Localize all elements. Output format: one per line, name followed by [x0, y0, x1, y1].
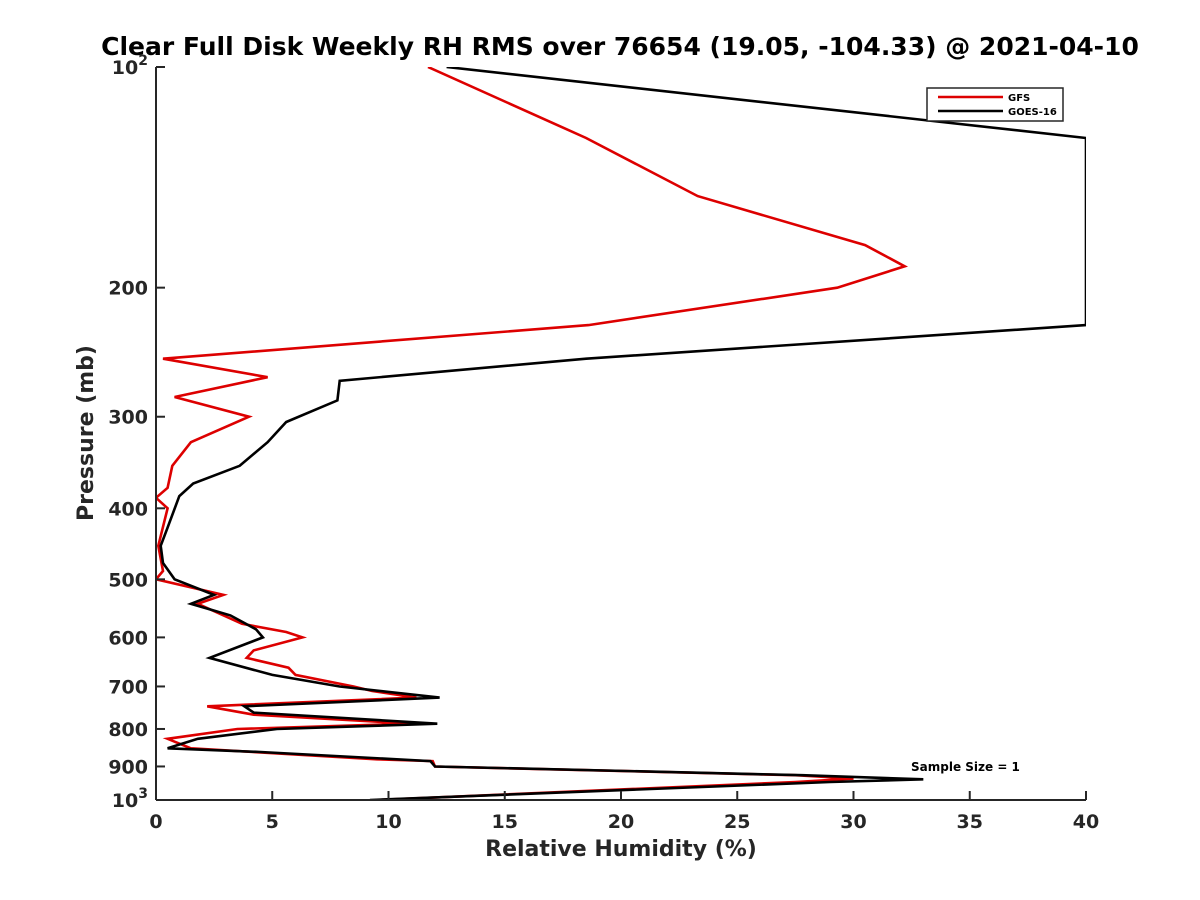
y-tick-label: 900 [108, 756, 148, 778]
x-tick-label: 40 [1073, 811, 1099, 833]
legend-box [926, 87, 1064, 122]
x-tick-label: 0 [149, 811, 162, 833]
x-tick-label: 30 [840, 811, 866, 833]
x-axis-ticks: 0 5 10 15 20 25 30 35 40 [149, 791, 1099, 833]
x-axis-label: Relative Humidity (%) [485, 837, 757, 862]
y-tick-label: 800 [108, 719, 148, 741]
x-tick-label: 5 [266, 811, 279, 833]
x-tick-label: 35 [957, 811, 983, 833]
sample-size-annotation: Sample Size = 1 [911, 760, 1020, 774]
legend: GFS GOES-16 [926, 87, 1064, 122]
series-line-goes16 [159, 67, 1086, 800]
y-tick-label: 102 [112, 53, 148, 79]
x-tick-label: 25 [724, 811, 750, 833]
y-axis-label: Pressure (mb) [74, 345, 99, 521]
y-tick-label: 600 [108, 627, 148, 649]
series-line-gfs [156, 67, 909, 800]
y-axis-ticks: 102 200 300 400 500 600 700 800 900 103 [108, 53, 165, 812]
legend-label-goes16: GOES-16 [1008, 107, 1057, 118]
chart-title: Clear Full Disk Weekly RH RMS over 76654… [101, 32, 1139, 61]
y-tick-label: 400 [108, 498, 148, 520]
y-tick-label: 300 [108, 407, 148, 429]
series-layer [156, 67, 1086, 800]
x-tick-label: 10 [375, 811, 401, 833]
legend-label-gfs: GFS [1008, 93, 1030, 104]
y-tick-label: 103 [112, 786, 148, 812]
x-tick-label: 15 [492, 811, 518, 833]
x-tick-label: 20 [608, 811, 634, 833]
y-tick-label: 700 [108, 676, 148, 698]
y-tick-label: 200 [108, 278, 148, 300]
y-tick-label: 500 [108, 569, 148, 591]
